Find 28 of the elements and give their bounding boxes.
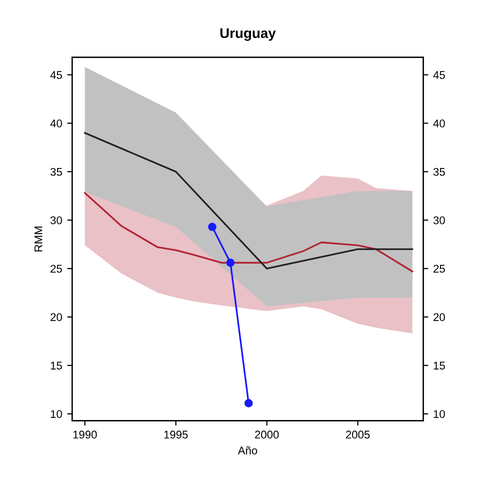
y2-tick-label: 40 xyxy=(433,120,445,128)
y-tick-label: 35 xyxy=(50,168,62,176)
y-tick-label: 20 xyxy=(50,313,62,322)
y2-tick-label: 30 xyxy=(433,216,445,224)
y2-tick-label: 25 xyxy=(434,264,445,273)
y-tick-label: 30 xyxy=(50,216,62,224)
y-tick-label: 25 xyxy=(50,264,62,273)
y-axis-title: RMM xyxy=(34,226,42,252)
x-tick-label: 1995 xyxy=(164,430,188,439)
y-tick-label: 15 xyxy=(50,362,62,370)
point xyxy=(244,399,253,408)
y-tick-label: 10 xyxy=(50,410,62,418)
point xyxy=(226,258,235,267)
y-tick-label: 45 xyxy=(50,71,62,79)
x-tick-label: 2005 xyxy=(346,430,370,439)
x-tick-label: 2000 xyxy=(255,430,279,439)
y2-tick-label: 15 xyxy=(434,362,445,370)
line-series xyxy=(84,192,414,272)
y2-tick-label: 45 xyxy=(433,71,445,79)
x-axis-title: Año xyxy=(238,446,258,454)
line-series xyxy=(84,132,414,270)
x-tick-label: 1990 xyxy=(73,430,97,439)
y2-tick-label: 20 xyxy=(434,313,445,322)
chart-title: Uruguay xyxy=(220,28,276,41)
y2-tick-label: 35 xyxy=(433,168,445,176)
point xyxy=(208,222,216,232)
y2-tick-label: 10 xyxy=(434,410,445,418)
y-tick-label: 40 xyxy=(50,120,62,128)
